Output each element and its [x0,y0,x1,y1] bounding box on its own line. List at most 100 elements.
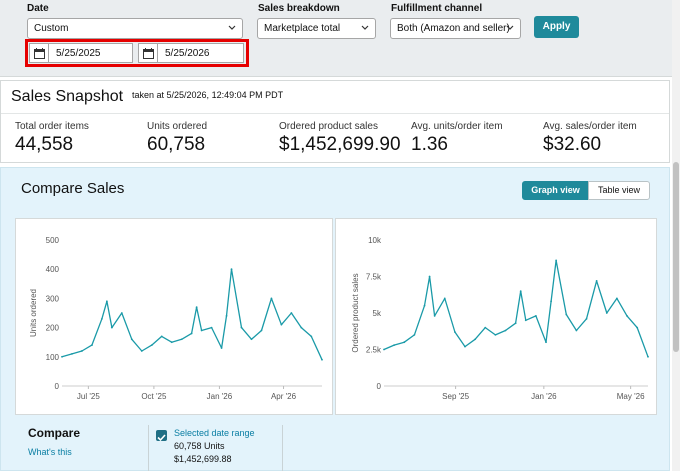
data-point [393,344,396,347]
sales-snapshot-panel: Sales Snapshot taken at 5/25/2026, 12:49… [0,80,670,163]
metric-value: 60,758 [147,134,206,155]
x-tick-label: Sep '25 [442,392,469,401]
units-ordered-chart: 0 100 200 300 400 500 Units ordered Jul '25 Oct … [15,218,333,415]
snapshot-title: Sales Snapshot [11,88,124,105]
checkmark-icon [157,434,166,442]
y-axis-label: Ordered product sales [351,273,360,352]
scrollbar-thumb[interactable] [673,162,679,352]
data-point [130,338,133,341]
data-point [180,338,183,341]
data-point [61,355,63,358]
x-tick-label: Jan '26 [531,392,557,401]
metric-units-ordered: Units ordered 60,758 [147,121,207,156]
data-point [310,335,313,338]
apply-button[interactable]: Apply [534,16,579,38]
y-tick-label: 7.5k [366,273,382,282]
chevron-down-icon [506,25,514,30]
y-axis-label: Units ordered [29,289,38,337]
data-point [100,317,103,320]
data-point [464,345,466,348]
whats-this-link[interactable]: What's this [28,447,72,457]
start-date-value: 5/25/2025 [56,48,101,59]
divider [1,113,669,114]
input-divider [157,44,158,62]
date-range-select[interactable]: Custom [27,18,243,39]
sales-breakdown-value: Marketplace total [264,23,341,34]
data-point [519,290,522,292]
start-date-input[interactable]: 5/25/2025 [29,43,133,63]
metric-value: $32.60 [543,134,602,155]
metric-avg-sales-per-order-item: Avg. sales/order item $32.60 [543,121,637,156]
data-point [453,331,456,333]
metric-label: Ordered product sales [279,121,378,132]
date-select-value: Custom [34,23,69,34]
y-tick-label: 400 [46,265,60,274]
data-point [524,319,527,322]
data-point [494,334,497,336]
fulfillment-select[interactable]: Both (Amazon and seller) [390,18,521,39]
data-point [195,306,198,309]
data-point [105,300,108,303]
metric-value: 1.36 [411,134,448,155]
data-point [403,341,406,344]
data-point [626,315,628,317]
input-divider [48,44,49,62]
date-range-highlight [25,39,249,67]
y-tick-label: 2.5k [366,346,382,355]
data-point [230,268,233,271]
data-point [220,347,223,349]
data-point [120,312,123,314]
data-point [615,297,618,300]
data-point [545,341,547,344]
data-point [423,304,426,307]
data-point [250,338,253,341]
y-tick-label: 5k [373,309,382,318]
ordered-product-sales-chart-svg: 0 2.5k 5k 7.5k 10k Ordered product sales Sep '… [351,236,649,401]
selected-range-sales: $1,452,699.88 [174,454,232,464]
data-point [160,335,163,338]
metric-label: Units ordered [147,121,208,132]
data-point [91,344,93,347]
fulfillment-label: Fulfillment channel [391,3,483,14]
data-point [514,322,517,325]
data-point [210,326,213,329]
data-point [647,355,649,358]
data-point [225,315,228,317]
data-point [428,275,431,278]
data-point [413,334,416,336]
table-view-button[interactable]: Table view [588,181,650,200]
x-tick-label: Jul '25 [77,392,100,401]
data-point [270,297,273,300]
data-point [300,326,303,329]
fulfillment-value: Both (Amazon and seller) [397,23,510,34]
filter-bar: Date Custom 5/25/2025 5/25/2026 Sales br… [0,0,680,77]
data-point [585,317,588,320]
y-tick-label: 500 [46,236,60,245]
y-tick-label: 0 [377,382,382,391]
selected-range-checkbox[interactable] [156,430,167,442]
data-point [150,344,153,347]
data-point [280,323,283,326]
metric-ordered-product-sales: Ordered product sales $1,452,699.90 [279,121,401,156]
data-point [240,326,243,329]
units-ordered-chart-svg: 0 100 200 300 400 500 Units ordered Jul '25 Oct … [29,236,323,401]
calendar-icon [34,48,45,59]
metric-avg-units-per-order-item: Avg. units/order item 1.36 [411,121,503,156]
graph-view-button[interactable]: Graph view [522,181,589,200]
data-point [484,326,487,329]
data-point [565,313,568,316]
compare-title: Compare [28,426,81,440]
data-point [605,312,608,314]
end-date-input[interactable]: 5/25/2026 [138,43,244,63]
data-point [433,315,436,317]
metric-label: Avg. sales/order item [543,121,637,132]
x-tick-label: Oct '25 [141,392,167,401]
sales-breakdown-select[interactable]: Marketplace total [257,18,376,39]
x-tick-label: May '26 [617,392,645,401]
sales-breakdown-label: Sales breakdown [258,3,340,14]
chevron-down-icon [361,25,369,30]
end-date-value: 5/25/2026 [165,48,210,59]
compare-sales-panel: Compare Sales Graph view Table view 0 100… [0,167,670,471]
y-tick-label: 10k [368,236,382,245]
selected-range-units: 60,758 Units [174,441,225,451]
